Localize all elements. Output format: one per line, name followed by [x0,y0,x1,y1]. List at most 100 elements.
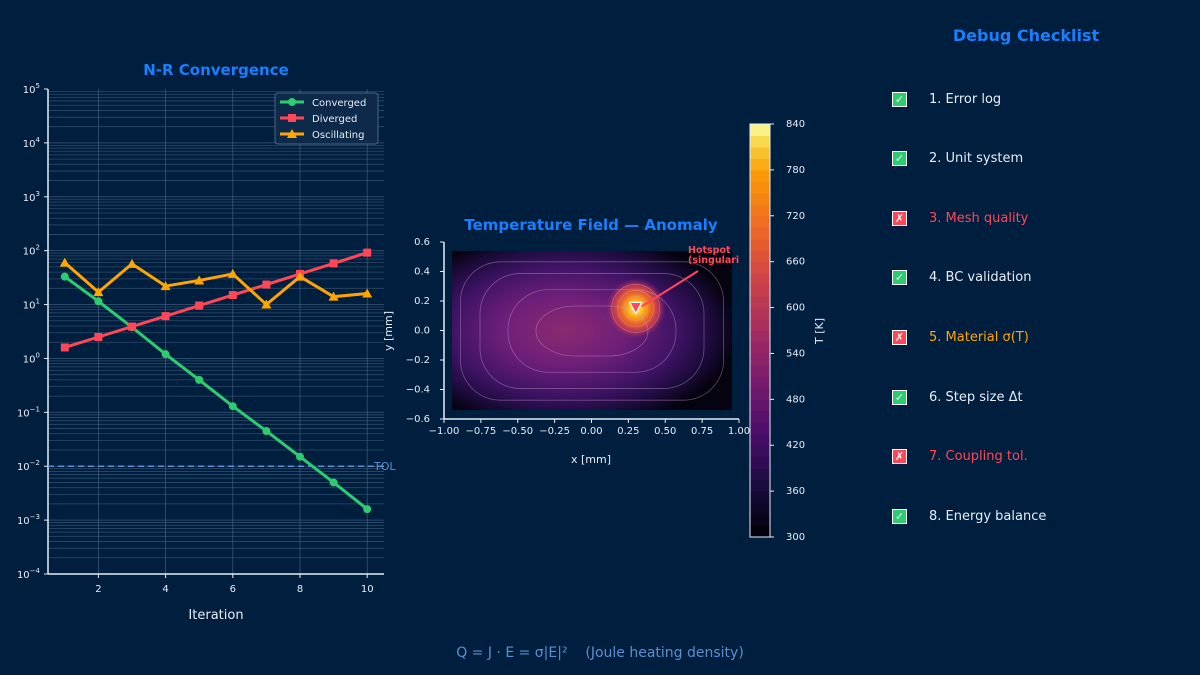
colorbar-tick-label: 420 [786,440,805,451]
data-point-converged [329,478,338,487]
data-point-converged [94,297,103,306]
cross-icon[interactable]: ✗ [892,449,907,465]
data-point-diverged [161,312,170,321]
checklist-item[interactable]: ✗ 3. Mesh quality [892,208,1028,228]
data-point-converged [195,375,204,384]
data-point-converged [228,402,237,411]
formula-caption: Q = J · E = σ|E|² (Joule heating density… [456,645,744,661]
tolerance-label: TOL [373,460,396,473]
hotspot-label: Hotspot [688,245,731,256]
data-point-converged [296,452,304,461]
data-point-converged [60,272,69,281]
contour-line [479,273,705,389]
colorbar-band [750,296,770,309]
colorbar-band [750,364,770,377]
colorbar-band [750,514,770,527]
data-point-diverged [128,322,136,331]
check-icon[interactable]: ✓ [892,508,907,524]
data-point-oscillating [127,258,137,268]
check-icon[interactable]: ✓ [892,91,907,107]
x-tick-label: 1.00 [728,426,750,437]
checklist-label: 4. BC validation [929,270,1032,286]
checklist-title: Debug Checklist [952,26,1100,45]
data-point-diverged [195,301,204,310]
colorbar-tick-label: 600 [786,303,805,314]
checklist-item[interactable]: ✓ 8. Energy balance [892,506,1046,526]
colorbar-band [750,445,770,458]
hotspot-label: (singulari [688,255,739,266]
checklist-label: 3. Mesh quality [929,210,1029,226]
data-point-oscillating [328,291,339,301]
checklist-label: 7. Coupling tol. [929,449,1028,465]
y-tick-label: 0.4 [414,267,430,278]
x-tick-label: 6 [230,584,236,595]
contour-line [535,305,649,357]
cross-icon[interactable]: ✗ [892,210,907,226]
x-tick-label: −0.25 [539,426,570,437]
contour-line [507,289,677,373]
colorbar-band [750,410,770,423]
data-point-oscillating [160,281,171,291]
y-tick-label: 10−2 [17,459,40,473]
checklist-item[interactable]: ✓ 1. Error log [892,89,1001,109]
checklist-item[interactable]: ✗ 7. Coupling tol. [892,447,1028,467]
data-point-diverged [262,280,271,289]
y-tick-label: 0.6 [414,237,430,248]
y-tick-label: 10−4 [17,567,41,581]
contour-line [611,284,661,333]
data-point-converged [161,350,170,359]
cross-icon[interactable]: ✗ [892,329,907,345]
colorbar-band [750,146,770,159]
colorbar-band [750,387,770,400]
x-tick-label: 10 [361,584,374,595]
colorbar-band [750,284,770,297]
data-point-oscillating [362,288,373,298]
data-point-converged [363,505,372,514]
check-icon[interactable]: ✓ [892,270,907,286]
x-tick-label: 4 [162,584,168,595]
colorbar-band [750,353,770,366]
colorbar-tick-label: 840 [786,119,805,130]
data-point-diverged [329,259,338,268]
colorbar-band [750,158,770,171]
colorbar-tick-label: 480 [786,394,805,405]
check-icon[interactable]: ✓ [892,151,907,167]
data-point-oscillating [59,257,70,267]
legend-label: Diverged [312,114,357,125]
data-point-diverged [228,291,237,300]
colorbar-band [750,422,770,435]
data-point-diverged [60,343,69,352]
colorbar-band [750,181,770,194]
checklist-item[interactable]: ✓ 4. BC validation [892,268,1031,288]
contour-line [459,261,725,401]
y-tick-label: 104 [23,136,41,150]
colorbar-band [750,169,770,182]
field-ylabel: y [mm] [382,311,395,351]
contour-line [617,290,655,327]
colorbar-tick-label: 540 [786,348,805,359]
colorbar-band [750,456,770,469]
y-tick-label: 101 [23,298,40,312]
colorbar-label: T [K] [813,318,826,345]
data-point-oscillating [194,275,205,285]
checklist-label: 1. Error log [929,91,1002,107]
convergence-title: N-R Convergence [143,61,289,79]
colorbar-band [750,238,770,251]
x-tick-label: −0.50 [502,426,533,437]
field-background [452,251,732,410]
x-tick-label: −0.75 [466,426,497,437]
checklist-item[interactable]: ✗ 5. Material σ(T) [892,327,1029,347]
y-tick-label: 0.0 [414,326,430,337]
legend-label: Oscillating [312,130,364,141]
colorbar-band [750,192,770,205]
y-tick-label: −0.2 [406,355,430,366]
colorbar-band [750,204,770,217]
colorbar-band [750,433,770,446]
x-tick-label: 0.50 [654,426,676,437]
check-icon[interactable]: ✓ [892,389,907,405]
colorbar-band [750,341,770,354]
checklist-item[interactable]: ✓ 2. Unit system [892,149,1023,169]
checklist-label: 5. Material σ(T) [929,329,1029,345]
checklist-item[interactable]: ✓ 6. Step size Δt [892,387,1023,407]
checklist-label: 2. Unit system [929,151,1024,167]
